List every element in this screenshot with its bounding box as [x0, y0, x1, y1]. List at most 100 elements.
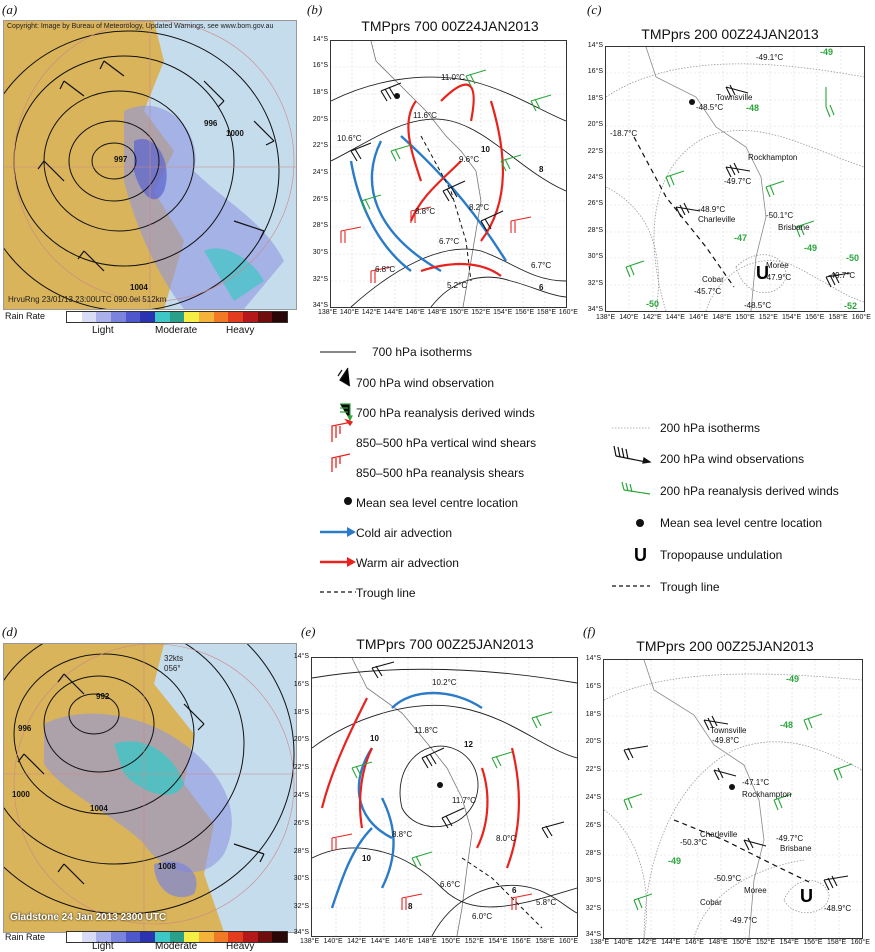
tropopause-undulation-icon: U: [756, 263, 769, 283]
isotherm-label: 12: [464, 740, 473, 749]
temp-label: 8.8°C: [415, 207, 436, 216]
legend-700-cold-advection: Cold air advection: [356, 526, 453, 540]
tropopause-undulation-icon: U: [634, 545, 647, 565]
isobar-label: 992: [96, 692, 110, 701]
map-e: 10.2°C 11.8°C 11.7°C 8.8°C 8.0°C 6.6°C 6…: [311, 657, 578, 937]
panel-label-c: (c): [587, 2, 602, 17]
radar-speed: 32kts: [164, 654, 184, 663]
rain-level-heavy: Heavy: [226, 325, 255, 336]
isobar-label: 1008: [158, 862, 176, 871]
isotherm-label: 8: [539, 165, 544, 174]
temp-label: -48.5°C: [696, 103, 724, 112]
radar-image-d: 992 996 1000 1004 1008 32kts 056° Gladst…: [3, 643, 297, 933]
place-label: Moree: [766, 261, 789, 270]
place-label: Charleville: [700, 830, 738, 839]
isotherm-label: -49: [820, 47, 834, 57]
temp-label: 8.2°C: [469, 203, 490, 212]
legend-700-reanalysis-shears: 850–500 hPa reanalysis shears: [356, 466, 525, 480]
temp-label: 11.0°C: [441, 73, 465, 82]
lat-ticks-e: 14°S 16°S 18°S 20°S 22°S 24°S 26°S 28°S …: [293, 653, 309, 936]
rain-rate-scale: [66, 931, 288, 943]
map-title-b: TMPprs 700 00Z24JAN2013: [361, 18, 539, 34]
place-label: Cobar: [702, 275, 724, 284]
legend-700-warm-advection: Warm air advection: [356, 556, 459, 570]
temp-label: 6.6°C: [440, 880, 461, 889]
isotherm-label: 10: [362, 854, 371, 863]
isotherm-label: 6: [512, 886, 517, 895]
map-title-f: TMPprs 200 00Z25JAN2013: [636, 638, 814, 654]
panel-label-f: (f): [583, 624, 596, 639]
rain-level-heavy: Heavy: [226, 941, 255, 952]
temp-label: -49.1°C: [756, 53, 784, 62]
legend-700-msl-centre: Mean sea level centre location: [356, 496, 519, 510]
panel-label-d: (d): [2, 624, 18, 639]
legend-700-isotherms: 700 hPa isotherms: [372, 345, 473, 359]
isotherm-label: 10: [481, 145, 490, 154]
temp-label: 10.2°C: [432, 678, 457, 687]
isotherm-label: -52: [844, 301, 858, 311]
place-label: Townsville: [716, 93, 753, 102]
lat-ticks-b: 14°S 16°S 18°S 20°S 22°S 24°S 26°S 28°S …: [312, 36, 328, 309]
temp-label: -49.7°C: [776, 834, 804, 843]
legend-200-reanalysis-winds: 200 hPa reanalysis derived winds: [660, 484, 839, 498]
legend-700-trough-line: Trough line: [356, 586, 416, 600]
legend-200-isotherms: 200 hPa isotherms: [660, 421, 761, 435]
legend-700-vertical-shears: 850–500 hPa vertical wind shears: [356, 436, 537, 450]
legend-200-tropopause-undulation: Tropopause undulation: [660, 548, 783, 562]
isotherm-label: -48: [780, 720, 794, 730]
rain-level-moderate: Moderate: [155, 325, 198, 336]
temp-label: -49.7°C: [724, 177, 752, 186]
legend-700-wind-obs: 700 hPa wind observation: [356, 376, 495, 390]
temp-label: -48.9°C: [698, 205, 726, 214]
temp-label: -50.3°C: [680, 838, 708, 847]
rain-rate-scale: [66, 311, 288, 323]
temp-label: -47.9°C: [764, 273, 792, 282]
temp-label: 6.8°C: [375, 265, 396, 274]
rain-level-light: Light: [92, 941, 114, 952]
temp-label: 6.7°C: [439, 237, 460, 246]
place-label: Cobar: [700, 898, 722, 907]
map-f: U Townsville Rockhampton Charleville Bri…: [603, 659, 863, 939]
temp-label: -50.9°C: [714, 874, 742, 883]
place-label: Brisbane: [778, 223, 810, 232]
lon-ticks-f: 138°E 140°E 142°E 144°E 146°E 148°E 150°E 152°E…: [590, 939, 870, 946]
place-label: Moree: [744, 886, 767, 895]
lon-ticks-e: 138°E 140°E 142°E 144°E 146°E 148°E 150°E 152°E…: [300, 938, 578, 945]
temp-label: 9.6°C: [459, 155, 480, 164]
temp-label: -49.7°C: [828, 271, 856, 280]
map-c: U Townsville Rockhampton Charleville Bri…: [605, 46, 865, 312]
lat-ticks-f: 14°S 16°S 18°S 20°S 22°S 24°S 26°S 28°S …: [585, 655, 601, 938]
lon-ticks-b: 138°E 140°E 142°E 144°E 146°E 148°E 150°E 152°E…: [318, 309, 578, 316]
map-title-c: TMPprs 200 00Z24JAN2013: [641, 26, 819, 42]
isotherm-label: 8: [408, 902, 413, 911]
temp-label: -48.9°C: [824, 904, 852, 913]
legend-200-msl-centre: Mean sea level centre location: [660, 516, 823, 530]
tropopause-undulation-icon: U: [800, 886, 813, 906]
radar-stamp: Gladstone 24 Jan 2013 2300 UTC: [10, 912, 167, 923]
temp-label: 6.7°C: [531, 261, 552, 270]
radar-direction: 056°: [164, 664, 181, 673]
place-label: Rockhampton: [748, 153, 798, 162]
panel-label-e: (e): [301, 624, 316, 639]
place-label: Townsville: [710, 726, 747, 735]
temp-label: -50.1°C: [766, 211, 794, 220]
legend-200-trough-line: Trough line: [660, 580, 720, 594]
radar-image-a: Copyright: Image by Bureau of Meteorolog…: [3, 20, 297, 310]
isotherm-label: 6: [539, 283, 544, 292]
isotherm-label: -50: [846, 253, 860, 263]
temp-label: 5.2°C: [447, 281, 468, 290]
temp-label: 11.8°C: [414, 726, 438, 735]
temp-label: 10.6°C: [337, 134, 362, 143]
temp-label: 11.6°C: [413, 111, 437, 120]
legend-700-reanalysis-winds: 700 hPa reanalysis derived winds: [356, 406, 535, 420]
temp-label: 5.8°C: [536, 898, 557, 907]
isobar-label: 996: [204, 119, 218, 128]
temp-label: -48.5°C: [744, 301, 772, 310]
isobar-label: 997: [114, 155, 128, 164]
rain-level-light: Light: [92, 325, 114, 336]
map-b: 11.0°C 11.6°C 10.6°C 9.6°C 8.8°C 8.2°C 6…: [330, 40, 567, 308]
radar-stamp: HrvuRng 23/01/13 23:00UTC 090.0el 512km: [8, 295, 167, 304]
isobar-label: 1004: [130, 283, 148, 292]
rain-rate-label: Rain Rate: [5, 311, 46, 321]
isotherm-label: -49: [786, 674, 800, 684]
